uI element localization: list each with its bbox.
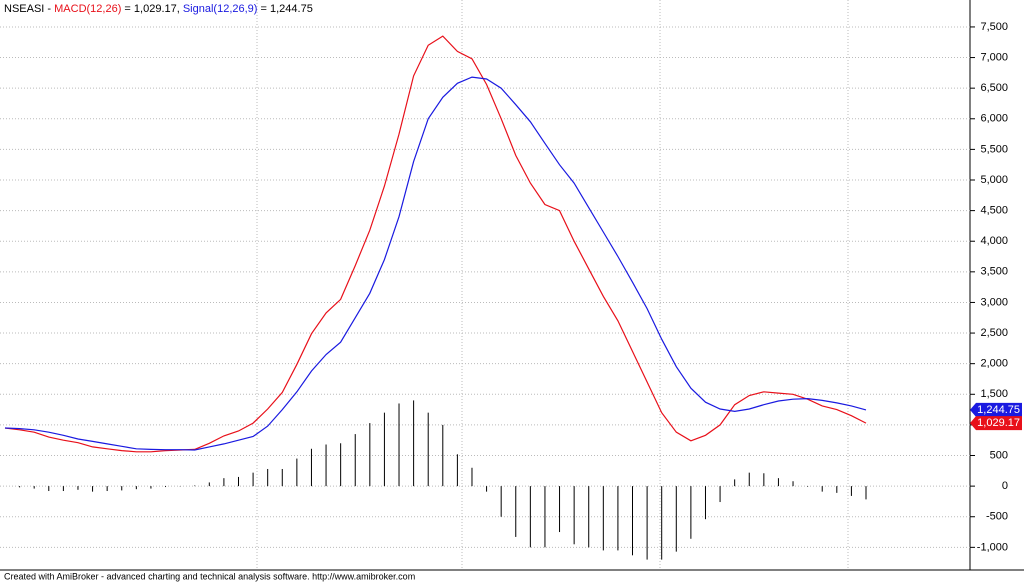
legend-name: MACD(12,26) — [54, 3, 121, 15]
y-tick-label: 3,500 — [980, 266, 1008, 278]
series-line — [4, 35, 867, 453]
y-tick-label: 5,000 — [980, 174, 1008, 186]
legend-value: = 1,244.75 — [257, 3, 312, 15]
y-tick-label: 0 — [1002, 480, 1008, 492]
y-tick-label: 1,500 — [980, 388, 1008, 400]
y-tick-label: 500 — [990, 449, 1008, 461]
footer: Created with AmiBroker - advanced charti… — [4, 571, 415, 581]
y-tick-label: 6,500 — [980, 82, 1008, 94]
legend-value: = 1,029.17, — [121, 3, 182, 15]
y-tick-label: 2,500 — [980, 327, 1008, 339]
title-text: NSEASI - — [4, 3, 54, 15]
y-tick-label: -1,000 — [977, 541, 1008, 553]
y-tick-label: 6,000 — [980, 113, 1008, 125]
y-tick-label: 7,000 — [980, 51, 1008, 63]
y-tick-label: 3,000 — [980, 296, 1008, 308]
vertical-grid — [256, 0, 849, 570]
value-tag-label: 1,244.75 — [977, 404, 1020, 416]
y-tick-label: -500 — [986, 511, 1008, 523]
legend-name: Signal(12,26,9) — [183, 3, 258, 15]
value-tag — [970, 402, 1022, 417]
series-line — [4, 76, 867, 451]
y-tick-label: 4,000 — [980, 235, 1008, 247]
chart-title: NSEASI - MACD(12,26) = 1,029.17, Signal(… — [4, 3, 313, 15]
y-tick-label: 5,500 — [980, 143, 1008, 155]
y-tick-label: 2,000 — [980, 358, 1008, 370]
value-tag — [970, 416, 1022, 431]
value-tag-label: 1,029.17 — [977, 417, 1020, 429]
y-tick-label: 7,500 — [980, 21, 1008, 33]
y-tick-label: 4,500 — [980, 205, 1008, 217]
